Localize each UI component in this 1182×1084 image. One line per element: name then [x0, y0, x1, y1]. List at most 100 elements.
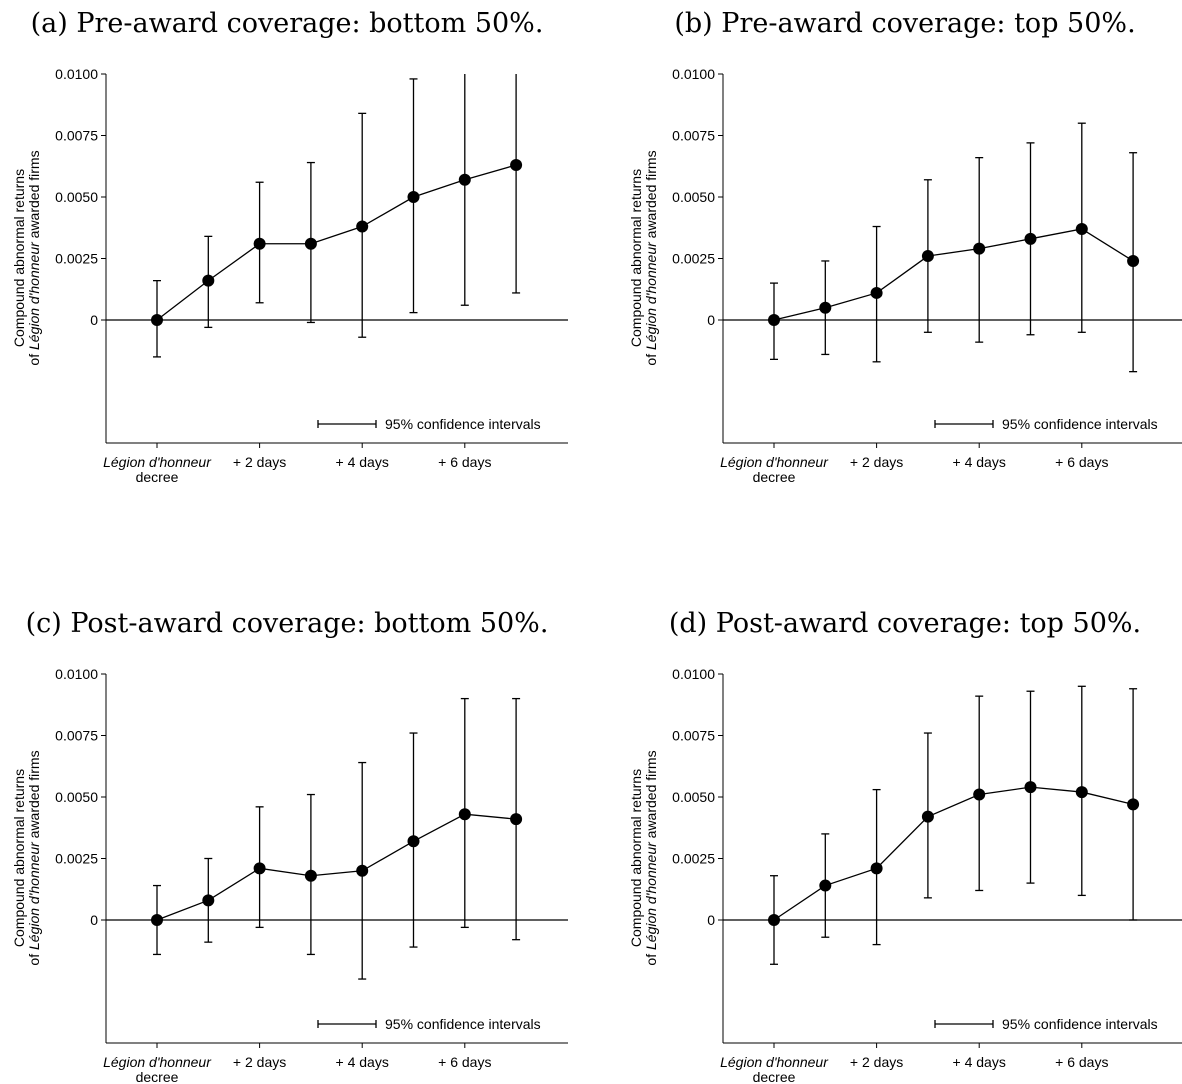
data-point [253, 862, 266, 875]
data-point [921, 250, 934, 263]
data-point [356, 220, 369, 233]
y-axis-title-line2: of Légion d'honneur awarded firms [26, 750, 42, 965]
x-tick-label-line2: decree [136, 469, 179, 485]
data-point [202, 894, 215, 907]
y-tick-label: 0.0050 [55, 789, 98, 805]
x-tick-label: Légion d'honneur [720, 1054, 829, 1070]
y-axis-title-italic: Légion d'honneur [26, 241, 42, 350]
y-axis-title-line2: of Légion d'honneur awarded firms [643, 750, 659, 965]
chart-title: (c) Post-award coverage: bottom 50%. [26, 608, 549, 639]
data-point [1127, 798, 1140, 811]
y-tick-label: 0.0075 [55, 728, 98, 744]
y-tick-label: 0.0025 [672, 251, 715, 267]
y-axis-title-suffix: awarded firms [26, 150, 42, 242]
y-tick-label: 0.0075 [55, 128, 98, 144]
data-point [768, 914, 780, 926]
legend-label: 95% confidence intervals [1002, 416, 1158, 432]
data-point [253, 237, 266, 250]
x-tick-label: + 2 days [850, 1054, 903, 1070]
series-line [773, 228, 1134, 321]
y-axis-title-prefix: of [26, 350, 42, 366]
data-point [1024, 232, 1037, 245]
x-tick-label: + 4 days [953, 1054, 1006, 1070]
x-tick-label: + 4 days [336, 1054, 389, 1070]
data-point [1075, 222, 1088, 235]
y-axis-title-italic: Légion d'honneur [26, 841, 42, 950]
y-tick-label: 0 [707, 312, 715, 328]
data-point [973, 788, 986, 801]
y-tick-label: 0 [707, 912, 715, 928]
y-axis-title-prefix: of [26, 950, 42, 966]
data-point [921, 810, 934, 823]
data-point [510, 813, 523, 826]
x-tick-label: + 4 days [336, 454, 389, 470]
data-point [407, 191, 420, 203]
x-tick-label: + 6 days [1055, 454, 1108, 470]
y-tick-label: 0.0100 [672, 66, 715, 82]
chart-panel-c: (c) Post-award coverage: bottom 50%. 0.01… [11, 608, 568, 1084]
legend-label: 95% confidence intervals [385, 416, 541, 432]
x-tick-label: + 2 days [233, 454, 286, 470]
chart-panel-a: (a) Pre-award coverage: bottom 50%. 0.010… [11, 8, 568, 485]
y-tick-label: 0.0075 [672, 128, 715, 144]
legend-label: 95% confidence intervals [1002, 1016, 1158, 1032]
x-tick-label: + 6 days [1055, 1054, 1108, 1070]
data-point [304, 869, 317, 882]
data-point [819, 301, 832, 314]
y-tick-label: 0.0100 [55, 66, 98, 82]
data-point [356, 864, 369, 877]
data-point [870, 862, 883, 875]
data-point [151, 314, 163, 326]
x-tick-label: Légion d'honneur [103, 1054, 212, 1070]
x-tick-label-line2: decree [753, 1069, 796, 1084]
y-axis-title-suffix: awarded firms [643, 750, 659, 842]
y-tick-label: 0 [90, 912, 98, 928]
data-point [973, 242, 986, 255]
data-point [407, 835, 420, 848]
data-point [1024, 781, 1037, 794]
y-axis-title-suffix: awarded firms [26, 750, 42, 842]
y-axis-title-line1: Compound abnormal returns [11, 169, 27, 347]
data-point [458, 808, 471, 821]
y-axis-title-line1: Compound abnormal returns [11, 769, 27, 947]
y-tick-label: 0 [90, 312, 98, 328]
y-tick-label: 0.0025 [55, 251, 98, 267]
series-line [773, 786, 1134, 921]
data-point [202, 274, 215, 287]
y-axis-title-line2: of Légion d'honneur awarded firms [643, 150, 659, 365]
series-line [156, 813, 517, 921]
data-point [151, 914, 163, 926]
series-line [156, 164, 517, 321]
x-tick-label-line2: decree [136, 1069, 179, 1084]
y-axis-title-italic: Légion d'honneur [643, 241, 659, 350]
y-axis-title-italic: Légion d'honneur [643, 841, 659, 950]
chart-title: (d) Post-award coverage: top 50%. [669, 608, 1141, 639]
y-tick-label: 0.0050 [55, 189, 98, 205]
chart-panel-b: (b) Pre-award coverage: top 50%. 0.0100 0.… [628, 8, 1182, 485]
data-point [510, 159, 523, 172]
x-tick-label: Légion d'honneur [103, 454, 212, 470]
y-axis-title-prefix: of [643, 950, 659, 966]
y-tick-label: 0.0100 [672, 666, 715, 682]
data-point [870, 286, 883, 299]
data-point [768, 314, 780, 326]
x-tick-label: + 4 days [953, 454, 1006, 470]
legend-label: 95% confidence intervals [385, 1016, 541, 1032]
y-axis-title-prefix: of [643, 350, 659, 366]
y-axis-title-line1: Compound abnormal returns [628, 769, 644, 947]
data-point [1127, 254, 1140, 267]
y-tick-label: 0.0025 [672, 851, 715, 867]
chart-panel-d: (d) Post-award coverage: top 50%. 0.0100 0… [628, 608, 1182, 1084]
x-tick-label: + 2 days [850, 454, 903, 470]
chart-title: (b) Pre-award coverage: top 50%. [674, 8, 1135, 39]
x-tick-label: + 2 days [233, 1054, 286, 1070]
y-tick-label: 0.0075 [672, 728, 715, 744]
x-tick-label-line2: decree [753, 469, 796, 485]
x-tick-label: + 6 days [438, 454, 491, 470]
x-tick-label: + 6 days [438, 1054, 491, 1070]
data-point [1075, 786, 1088, 799]
data-point [304, 237, 317, 250]
y-tick-label: 0.0050 [672, 189, 715, 205]
y-axis-title-line2: of Légion d'honneur awarded firms [26, 150, 42, 365]
